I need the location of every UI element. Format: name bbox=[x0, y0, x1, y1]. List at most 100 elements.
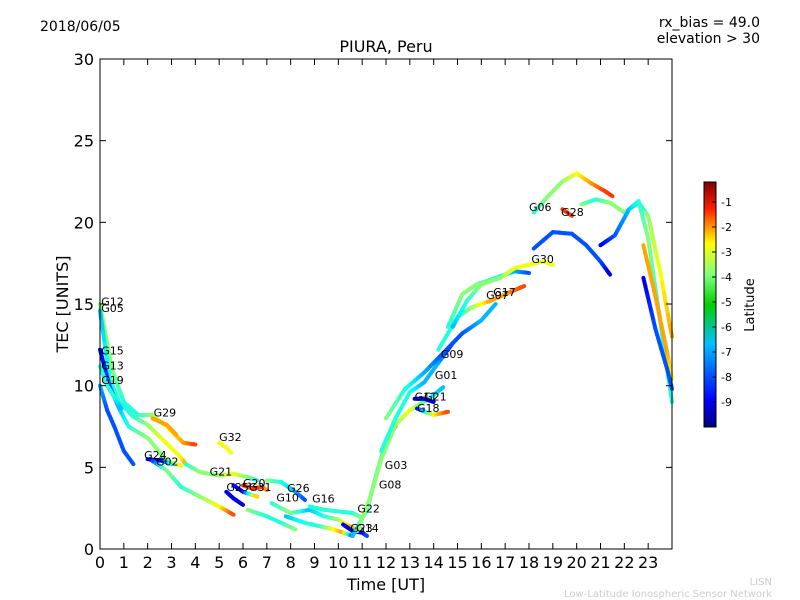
series-segment bbox=[549, 262, 555, 267]
satellite-label-g09: G09 bbox=[441, 348, 464, 361]
x-tick-label: 0 bbox=[95, 553, 105, 572]
satellite-label-g15: G15 bbox=[101, 345, 124, 358]
series-segment bbox=[167, 461, 174, 467]
colorbar-tick-label: -5 bbox=[721, 296, 732, 309]
series-segment bbox=[491, 302, 498, 309]
satellite-label-g20: G20 bbox=[243, 477, 266, 490]
series-segment bbox=[239, 501, 245, 507]
satellite-label-g17: G17 bbox=[493, 286, 516, 299]
satellite-label-g29: G29 bbox=[154, 407, 177, 420]
satellite-label-g28: G28 bbox=[561, 206, 584, 219]
series-g25 bbox=[224, 489, 245, 507]
satellite-label-g23: G23 bbox=[350, 522, 373, 535]
y-axis-ticks: 0 5 10 15 20 25 30 bbox=[74, 50, 672, 559]
series-g31 bbox=[241, 483, 269, 493]
x-tick-label: 14 bbox=[423, 553, 443, 572]
colorbar-label: Latitude bbox=[743, 278, 758, 332]
series-g30 bbox=[450, 259, 555, 329]
satellite-label-g08: G08 bbox=[379, 479, 402, 492]
x-tick-label: 2 bbox=[143, 553, 153, 572]
series-segment bbox=[291, 526, 298, 532]
series-g11 bbox=[412, 396, 436, 404]
x-tick-label: 12 bbox=[376, 553, 396, 572]
series-segment bbox=[443, 409, 450, 415]
satellite-label-g12: G12 bbox=[101, 296, 124, 309]
x-tick-label: 13 bbox=[400, 553, 420, 572]
series-segment bbox=[118, 404, 124, 411]
colorbar-tick-label: -3 bbox=[721, 246, 732, 259]
x-axis-label: Time [UT] bbox=[346, 575, 425, 594]
series-g10 bbox=[245, 507, 298, 532]
y-tick-label: 10 bbox=[74, 377, 94, 396]
series-segment bbox=[172, 431, 179, 437]
series-layer bbox=[98, 171, 674, 538]
series-segment bbox=[253, 477, 260, 483]
series-segment bbox=[568, 212, 574, 218]
series-g06-high- bbox=[531, 171, 615, 215]
colorbar-tick-label: -9 bbox=[721, 396, 732, 409]
series-g13 bbox=[98, 364, 124, 411]
series-segment bbox=[609, 193, 615, 199]
series-g08 bbox=[355, 385, 446, 534]
series-segment bbox=[650, 263, 657, 282]
series-s-eve2 bbox=[598, 199, 674, 404]
y-tick-label: 25 bbox=[74, 132, 94, 151]
series-segment bbox=[264, 487, 269, 493]
x-tick-label: 15 bbox=[447, 553, 467, 572]
y-tick-label: 0 bbox=[84, 540, 94, 559]
satellite-label-g03: G03 bbox=[385, 459, 408, 472]
x-tick-label: 7 bbox=[262, 553, 272, 572]
y-tick-label: 30 bbox=[74, 50, 94, 69]
satellite-label-g21: G21 bbox=[424, 390, 447, 403]
satellite-label-g25: G25 bbox=[226, 481, 249, 494]
x-tick-label: 10 bbox=[328, 553, 348, 572]
series-segment bbox=[364, 533, 369, 538]
series-segment bbox=[648, 250, 655, 268]
series-segment bbox=[438, 385, 446, 392]
colorbar-tick-label: -6 bbox=[721, 321, 732, 334]
series-g12 bbox=[98, 302, 198, 447]
footer-org-full: Low-Latitude Ionospheric Sensor Network bbox=[564, 589, 772, 600]
x-tick-label: 21 bbox=[590, 553, 610, 572]
date-label: 2018/06/05 bbox=[40, 19, 121, 35]
satellite-label-g24: G24 bbox=[144, 449, 167, 462]
satellite-label-g19: G19 bbox=[101, 374, 124, 387]
series-g09 bbox=[384, 302, 498, 421]
series-segment bbox=[646, 236, 653, 255]
series-segment bbox=[252, 493, 260, 499]
series-g05 bbox=[98, 308, 188, 467]
x-tick-label: 18 bbox=[519, 553, 539, 572]
x-axis-ticks: 0 1 2 3 4 5 6 7 8 9 10 11 12 13 14 15 16 17 18 19 20 21 22 23 bbox=[95, 59, 658, 572]
series-g01 bbox=[379, 341, 455, 453]
series-g06 bbox=[531, 230, 613, 277]
x-tick-label: 23 bbox=[638, 553, 658, 572]
x-tick-label: 11 bbox=[352, 553, 372, 572]
colorbar-tick-label: -2 bbox=[721, 221, 732, 234]
satellite-label-g26: G26 bbox=[287, 482, 310, 495]
colorbar-tick-label: -7 bbox=[721, 346, 732, 359]
satellite-label-g06: G06 bbox=[529, 201, 552, 214]
satellite-label-g14: G14 bbox=[356, 522, 379, 535]
series-g16 bbox=[269, 501, 355, 530]
series-segment bbox=[430, 399, 436, 404]
satellite-label-g10: G10 bbox=[276, 492, 299, 505]
x-tick-label: 6 bbox=[238, 553, 248, 572]
series-segment bbox=[129, 459, 136, 467]
colorbar-tick-label: -1 bbox=[721, 196, 732, 209]
satellite-label-g02: G02 bbox=[156, 456, 179, 469]
x-tick-label: 22 bbox=[614, 553, 634, 572]
y-tick-label: 15 bbox=[74, 295, 94, 314]
satellite-label-g16: G16 bbox=[312, 492, 335, 505]
series-segment bbox=[301, 496, 307, 502]
footer-org-short: LISN bbox=[750, 577, 772, 588]
satellite-label-g05: G05 bbox=[101, 302, 124, 315]
x-tick-label: 19 bbox=[543, 553, 563, 572]
series-g21 bbox=[183, 462, 260, 483]
series-g32 bbox=[217, 440, 234, 455]
x-tick-label: 20 bbox=[566, 553, 586, 572]
x-tick-label: 1 bbox=[119, 553, 129, 572]
series-segment bbox=[228, 449, 234, 455]
x-tick-label: 4 bbox=[190, 553, 200, 572]
series-g22 bbox=[307, 504, 365, 520]
